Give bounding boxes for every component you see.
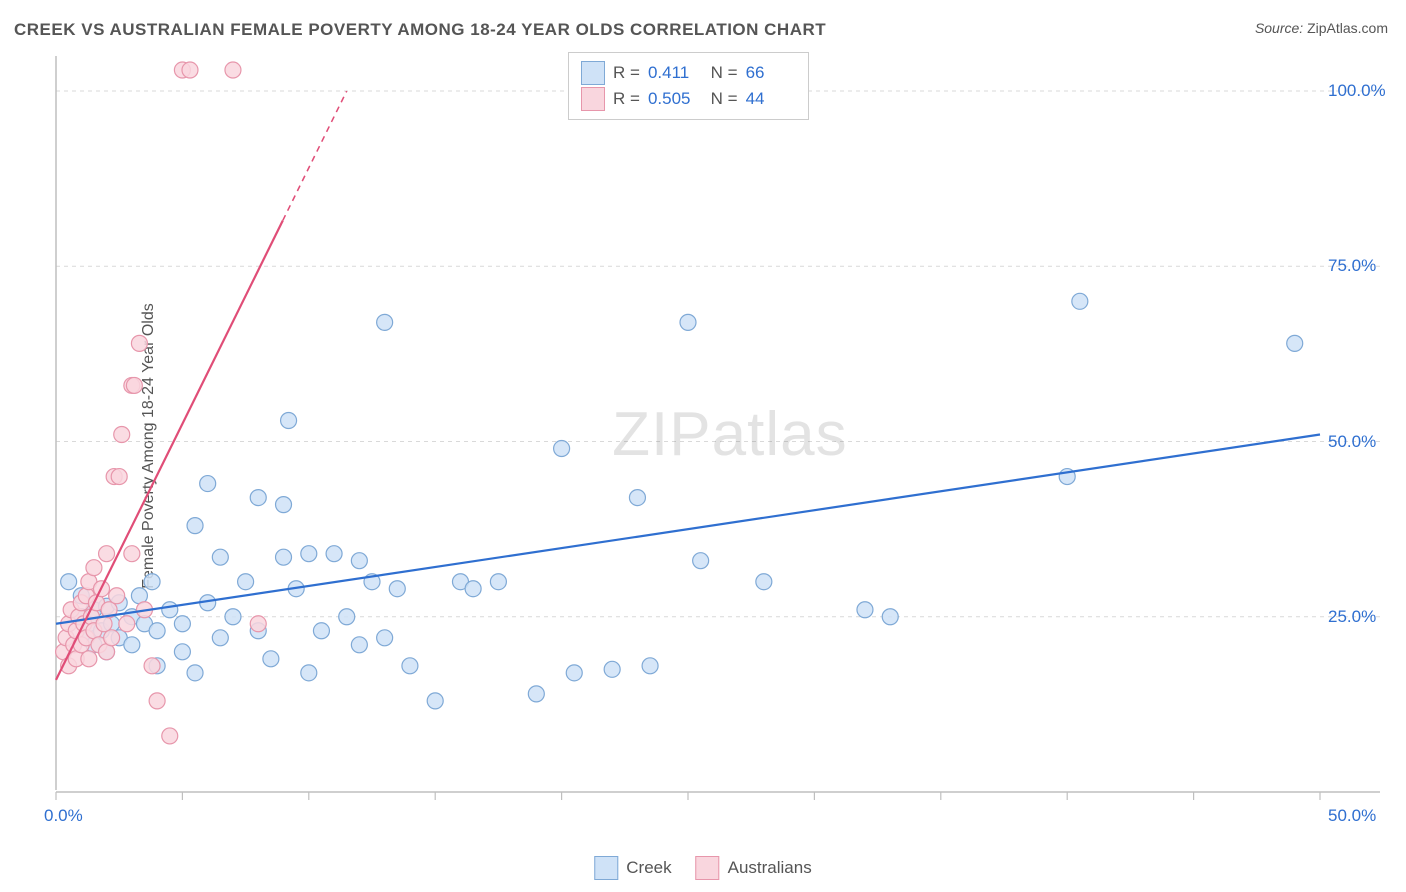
chart-title: CREEK VS AUSTRALIAN FEMALE POVERTY AMONG… [14, 20, 826, 40]
data-point [1287, 335, 1303, 351]
data-point [1072, 293, 1088, 309]
legend-n-value: 44 [746, 89, 796, 109]
data-point [554, 441, 570, 457]
trend-line [56, 435, 1320, 624]
data-point [99, 546, 115, 562]
data-point [250, 490, 266, 506]
data-point [402, 658, 418, 674]
legend-row: R = 0.411 N = 66 [581, 61, 796, 85]
data-point [238, 574, 254, 590]
correlation-legend: R = 0.411 N = 66 R = 0.505 N = 44 [568, 52, 809, 120]
legend-series-name: Creek [626, 858, 671, 878]
data-point [174, 644, 190, 660]
data-point [427, 693, 443, 709]
trend-line-dashed [283, 91, 347, 221]
data-point [114, 427, 130, 443]
legend-row: R = 0.505 N = 44 [581, 87, 796, 111]
data-point [389, 581, 405, 597]
data-point [351, 637, 367, 653]
data-point [301, 546, 317, 562]
y-tick-label: 100.0% [1328, 81, 1386, 101]
data-point [174, 616, 190, 632]
legend-series-name: Australians [728, 858, 812, 878]
data-point [81, 651, 97, 667]
data-point [276, 497, 292, 513]
data-point [124, 546, 140, 562]
data-point [61, 574, 77, 590]
x-max-label: 50.0% [1328, 806, 1376, 826]
data-point [212, 630, 228, 646]
data-point [693, 553, 709, 569]
data-point [263, 651, 279, 667]
data-point [149, 693, 165, 709]
data-point [629, 490, 645, 506]
legend-r-key: R = [613, 89, 640, 109]
legend-n-value: 66 [746, 63, 796, 83]
data-point [187, 518, 203, 534]
data-point [301, 665, 317, 681]
x-origin-label: 0.0% [44, 806, 83, 826]
data-point [162, 728, 178, 744]
data-point [604, 661, 620, 677]
data-point [162, 602, 178, 618]
data-point [377, 630, 393, 646]
data-point [642, 658, 658, 674]
data-point [225, 609, 241, 625]
y-tick-label: 25.0% [1328, 607, 1376, 627]
legend-r-value: 0.505 [648, 89, 698, 109]
data-point [281, 412, 297, 428]
data-point [313, 623, 329, 639]
data-point [882, 609, 898, 625]
data-point [144, 574, 160, 590]
data-point [528, 686, 544, 702]
data-point [109, 588, 125, 604]
data-point [187, 665, 203, 681]
data-point [149, 623, 165, 639]
data-point [111, 469, 127, 485]
source-attribution: Source: ZipAtlas.com [1255, 20, 1388, 36]
data-point [104, 630, 120, 646]
data-point [276, 549, 292, 565]
data-point [250, 616, 266, 632]
legend-n-key: N = [706, 63, 738, 83]
data-point [680, 314, 696, 330]
legend-swatch [594, 856, 618, 880]
legend-item: Australians [696, 856, 812, 880]
data-point [126, 377, 142, 393]
legend-n-key: N = [706, 89, 738, 109]
legend-r-value: 0.411 [648, 63, 698, 83]
legend-r-key: R = [613, 63, 640, 83]
legend-swatch [696, 856, 720, 880]
y-tick-label: 75.0% [1328, 256, 1376, 276]
scatter-plot [50, 50, 1390, 840]
source-label: Source: [1255, 20, 1303, 36]
series-legend: Creek Australians [594, 856, 811, 880]
legend-swatch [581, 61, 605, 85]
data-point [566, 665, 582, 681]
data-point [756, 574, 772, 590]
legend-item: Creek [594, 856, 671, 880]
data-point [212, 549, 228, 565]
data-point [465, 581, 481, 597]
y-tick-label: 50.0% [1328, 432, 1376, 452]
data-point [144, 658, 160, 674]
data-point [326, 546, 342, 562]
data-point [124, 637, 140, 653]
data-point [200, 476, 216, 492]
data-point [119, 616, 135, 632]
data-point [377, 314, 393, 330]
data-point [182, 62, 198, 78]
source-value: ZipAtlas.com [1307, 20, 1388, 36]
data-point [86, 560, 102, 576]
data-point [339, 609, 355, 625]
legend-swatch [581, 87, 605, 111]
data-point [351, 553, 367, 569]
data-point [131, 335, 147, 351]
data-point [857, 602, 873, 618]
data-point [225, 62, 241, 78]
data-point [490, 574, 506, 590]
